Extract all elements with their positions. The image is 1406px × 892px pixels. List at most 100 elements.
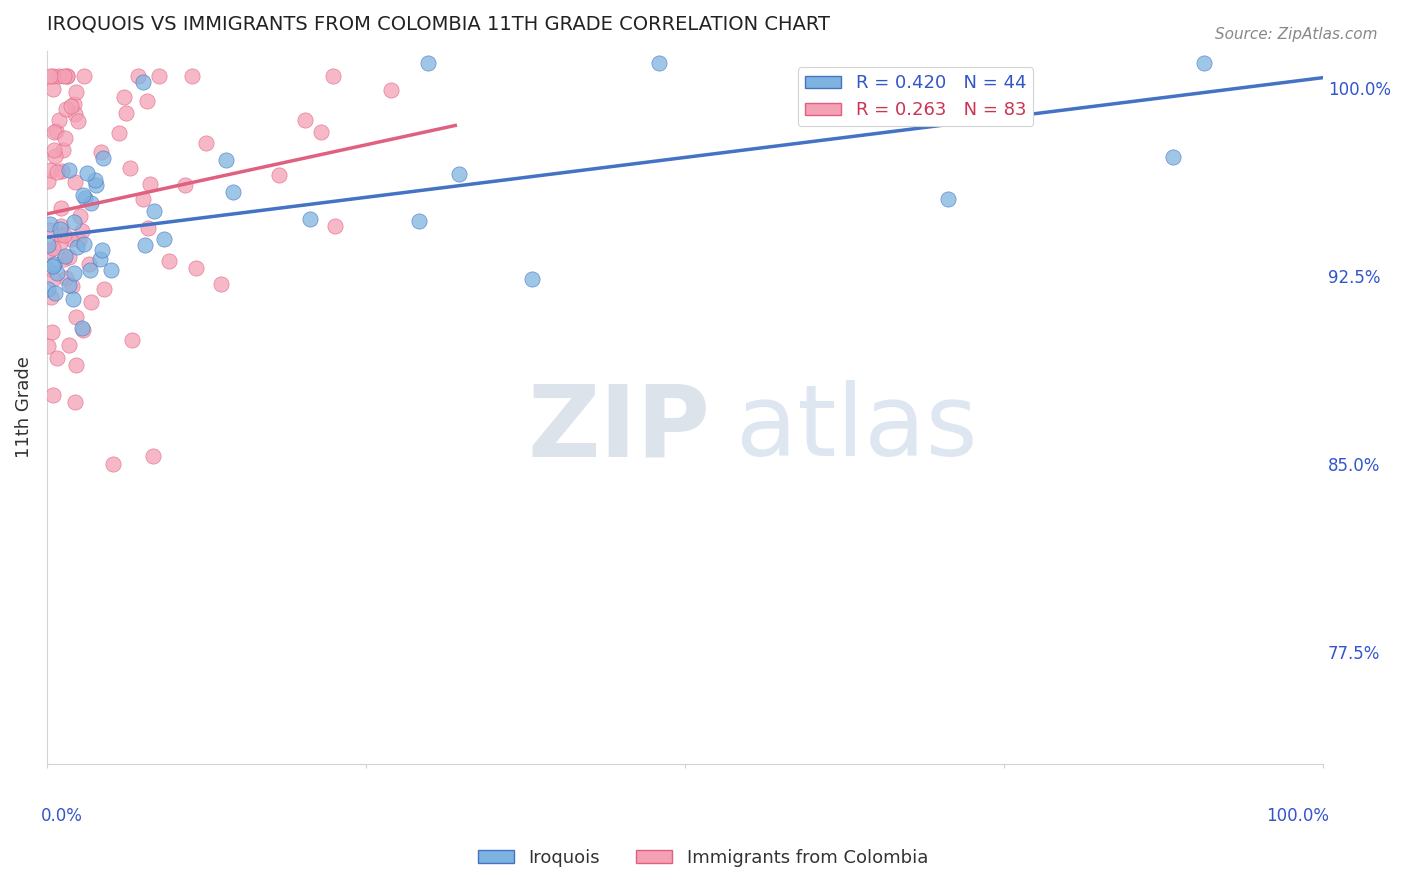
Point [58, 251, 80, 265]
Point [42, 259, 65, 273]
Point [42, 257, 65, 271]
Point [79, 295, 101, 310]
Point [209, 277, 232, 291]
Point [70, 224, 93, 238]
Point [52, 252, 75, 266]
Point [67, 114, 90, 128]
Point [173, 178, 195, 192]
Point [408, 214, 430, 228]
Point [142, 450, 165, 464]
Point [127, 69, 149, 83]
Point [62, 97, 84, 112]
Point [72, 187, 94, 202]
Point [42, 125, 65, 139]
Point [53, 131, 76, 145]
Point [56, 69, 79, 83]
Point [195, 136, 218, 150]
Point [299, 212, 322, 227]
Point [37, 238, 59, 252]
Point [416, 56, 439, 70]
Text: 100.0%: 100.0% [1267, 807, 1330, 825]
Point [67, 233, 90, 247]
Text: Source: ZipAtlas.com: Source: ZipAtlas.com [1215, 27, 1378, 42]
Point [51, 163, 73, 178]
Point [42, 69, 65, 83]
Point [322, 69, 344, 83]
Point [72, 324, 94, 338]
Point [58, 337, 80, 351]
Point [45, 124, 67, 138]
Point [134, 238, 156, 252]
Point [936, 193, 959, 207]
Point [115, 106, 138, 120]
Point [62, 292, 84, 306]
Point [143, 203, 166, 218]
Point [53, 249, 76, 263]
Point [89, 252, 111, 266]
Point [48, 113, 70, 128]
Point [153, 231, 176, 245]
Point [522, 272, 544, 286]
Point [49, 201, 72, 215]
Point [55, 102, 77, 116]
Point [42, 82, 65, 96]
Point [39, 69, 62, 83]
Point [37, 339, 59, 353]
Point [65, 85, 87, 99]
Point [79, 262, 101, 277]
Point [76, 166, 98, 180]
Point [148, 69, 170, 83]
Point [215, 153, 238, 167]
Point [69, 210, 91, 224]
Text: IROQUOIS VS IMMIGRANTS FROM COLOMBIA 11TH GRADE CORRELATION CHART: IROQUOIS VS IMMIGRANTS FROM COLOMBIA 11T… [46, 15, 830, 34]
Point [1002, 80, 1025, 95]
Point [66, 240, 89, 254]
Point [157, 254, 180, 268]
Point [121, 333, 143, 347]
Point [131, 75, 153, 89]
Point [39, 217, 62, 231]
Point [63, 175, 86, 189]
Point [80, 195, 103, 210]
Point [112, 89, 135, 103]
Point [90, 244, 112, 258]
Point [45, 164, 67, 178]
Point [56, 69, 79, 83]
Point [37, 282, 59, 296]
Point [70, 321, 93, 335]
Point [65, 310, 87, 325]
Point [37, 261, 59, 276]
Point [37, 174, 59, 188]
Point [79, 257, 101, 271]
Point [41, 325, 63, 339]
Y-axis label: 11th Grade: 11th Grade [15, 357, 32, 458]
Point [60, 231, 83, 245]
Text: atlas: atlas [737, 381, 977, 477]
Point [136, 221, 159, 235]
Point [132, 193, 155, 207]
Point [44, 143, 66, 157]
Point [58, 163, 80, 178]
Point [48, 69, 70, 83]
Point [63, 107, 86, 121]
Point [49, 236, 72, 251]
Point [90, 145, 112, 159]
Text: ZIP: ZIP [527, 381, 710, 477]
Point [39, 223, 62, 237]
Point [41, 387, 63, 401]
Point [58, 277, 80, 292]
Point [222, 185, 245, 199]
Point [447, 167, 470, 181]
Point [38, 244, 60, 259]
Point [139, 177, 162, 191]
Point [309, 125, 332, 139]
Point [267, 168, 290, 182]
Point [41, 241, 63, 255]
Legend: R = 0.420   N = 44, R = 0.263   N = 83: R = 0.420 N = 44, R = 0.263 N = 83 [797, 67, 1033, 127]
Text: 0.0%: 0.0% [41, 807, 83, 825]
Point [52, 143, 75, 157]
Point [60, 279, 83, 293]
Point [42, 272, 65, 286]
Point [294, 113, 316, 128]
Legend: Iroquois, Immigrants from Colombia: Iroquois, Immigrants from Colombia [471, 842, 935, 874]
